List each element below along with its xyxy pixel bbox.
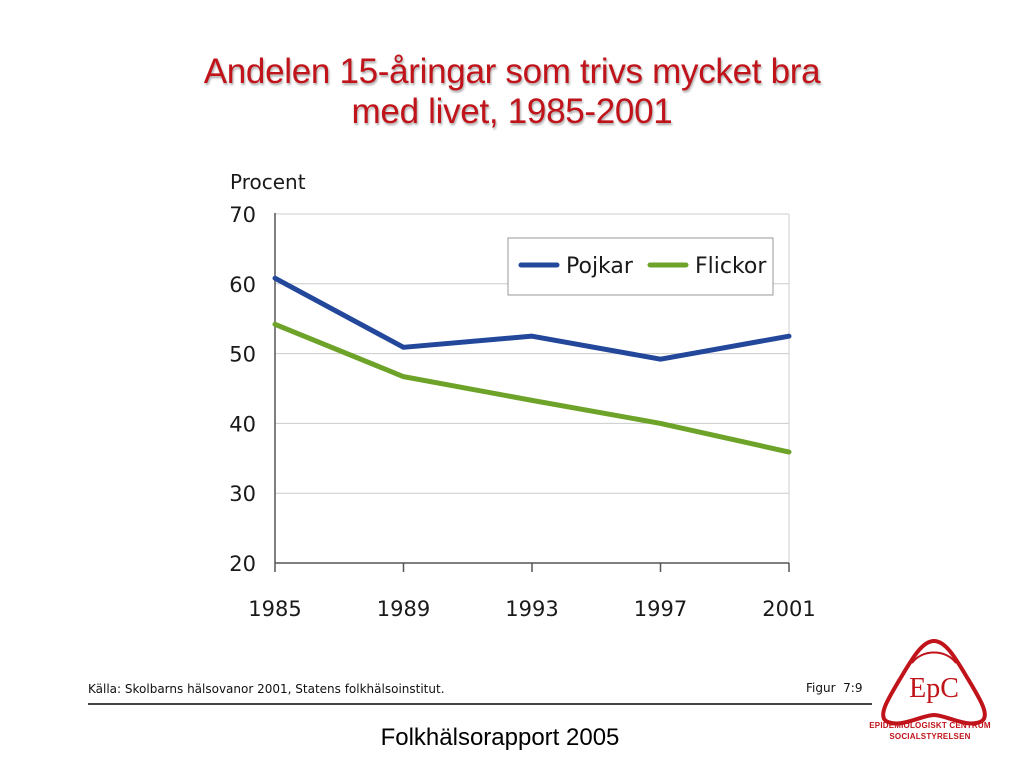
logo-org-line2: SOCIALSTYRELSEN: [889, 732, 971, 741]
y-tick-label: 70: [229, 203, 256, 227]
data-point-flickor: [530, 398, 534, 402]
data-point-flickor: [273, 322, 277, 326]
slide-title-line1: Andelen 15-åringar som trivs mycket bra: [203, 52, 821, 91]
data-point-pojkar: [659, 357, 662, 361]
legend-label-flickor: Flickor: [695, 254, 767, 279]
data-point-pojkar: [273, 276, 277, 280]
y-axis-label: Procent: [230, 170, 306, 194]
data-point-flickor: [659, 421, 662, 425]
y-tick-label: 50: [229, 343, 256, 367]
x-tick-label: 1985: [248, 597, 301, 621]
source-note: Källa: Skolbarns hälsovanor 2001, Staten…: [88, 682, 445, 696]
data-point-pojkar: [530, 334, 534, 338]
data-point-flickor: [787, 450, 791, 454]
y-tick-label: 40: [229, 412, 256, 436]
x-tick-label: 1993: [505, 597, 558, 621]
slide-title: Andelen 15-åringar som trivs mycket bra …: [100, 52, 924, 132]
footer-divider: [88, 703, 872, 705]
data-point-pojkar: [787, 334, 791, 338]
x-tick-label: 1997: [634, 597, 687, 621]
footer-title: Folkhälsorapport 2005: [380, 724, 620, 751]
figure-label: Figur 7:9: [806, 681, 863, 695]
x-tick-label: 1989: [377, 597, 430, 621]
legend-label-pojkar: Pojkar: [566, 254, 634, 279]
y-tick-label: 60: [229, 273, 256, 297]
series-line-flickor: [272, 321, 792, 455]
data-point-flickor: [402, 375, 405, 379]
x-tick-label: 2001: [762, 597, 815, 621]
slide-title-line2: med livet, 1985-2001: [351, 92, 673, 131]
logo-org-line1: EPIDEMIOLOGISKT CENTRUM: [869, 721, 991, 730]
epc-logo-icon: EpC: [881, 638, 987, 726]
y-tick-label: 20: [229, 552, 256, 576]
data-point-pojkar: [402, 345, 405, 349]
y-tick-label: 30: [229, 482, 256, 506]
logo-text: EpC: [909, 673, 959, 704]
